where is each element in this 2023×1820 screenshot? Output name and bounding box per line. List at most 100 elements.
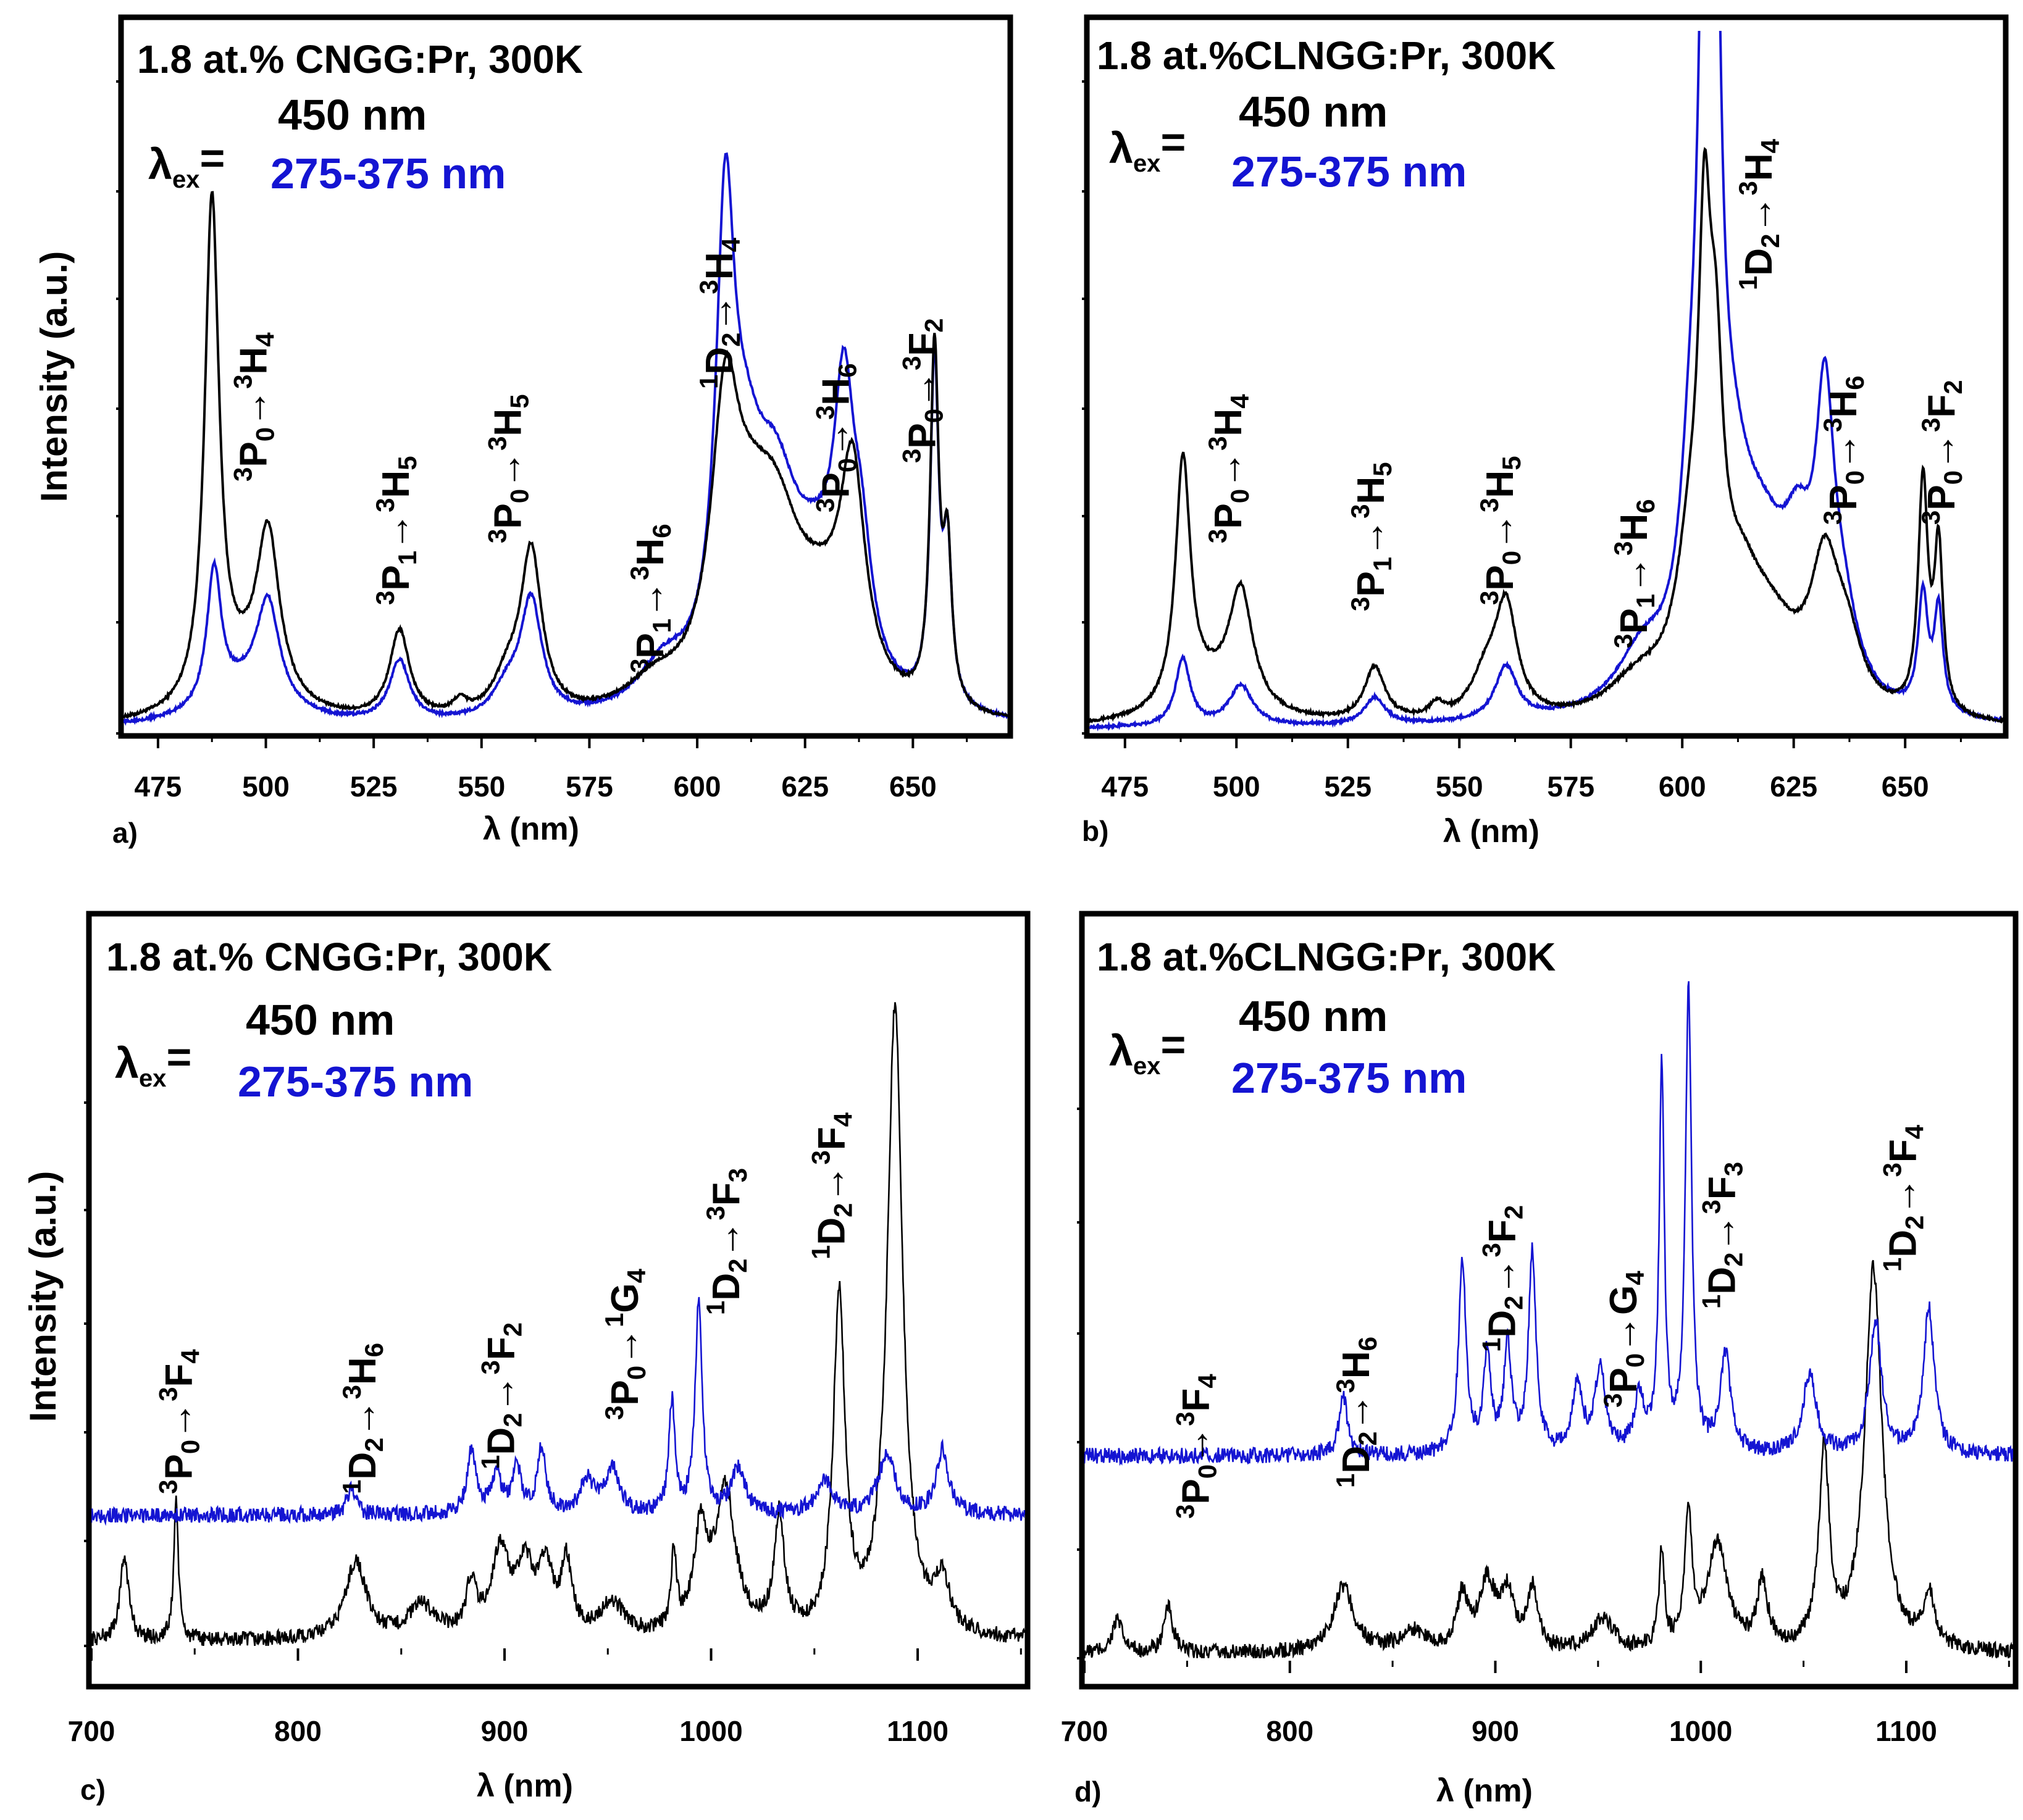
lambda-symbol: λ <box>1109 1027 1133 1075</box>
panel-c-transitions: 3P0→3F4 1D2→3H6 1D2→3F2 3P0→1G4 1D2→3F3 1D2→3… <box>153 1112 857 1494</box>
panel-b-transitions: 3P0→3H4 3P1→3H5 3P0→3H5 3P1→3H6 1D2→3H4 3P0→3… <box>1203 138 1967 648</box>
transition-label: 1D2→3H6 <box>1331 1337 1382 1488</box>
lambda-symbol: λ <box>1436 1773 1454 1809</box>
transition-label: 3P1→3H6 <box>1609 499 1660 648</box>
panel-d-xticks: 700 800 900 1000 1100 <box>1061 1661 2010 1747</box>
x-tick-label: 900 <box>1472 1715 1519 1747</box>
transition-label: 1D2→3F2 <box>475 1322 527 1469</box>
panel-d-yticks <box>1077 1108 1084 1659</box>
transition-label: 3P0→3H4 <box>1203 394 1254 543</box>
panel-c-lambda-ex: λex= <box>115 1033 191 1092</box>
panel-d-exc-450: 450 nm <box>1239 992 1388 1040</box>
x-tick-label: 475 <box>135 770 182 803</box>
panel-b-series-450nm <box>1089 146 2003 724</box>
panel-c: 700 800 900 1000 1100 1.8 at.% CNGG:Pr, 300K… <box>22 911 1031 1806</box>
transition-label: 1D2→3F4 <box>1877 1124 1929 1272</box>
panel-b-yticks <box>1082 80 1089 735</box>
transition-label: 3P0→3F2 <box>897 318 948 463</box>
panel-a-transitions: 3P0→3H4 3P1→3H5 3P0→3H5 3P1→3H6 1D2→3H4 3P0→3… <box>228 237 949 673</box>
x-tick-label: 500 <box>1213 770 1260 803</box>
panel-c-series-uv <box>91 1296 1025 1526</box>
panel-d-transitions: 3P0→3F4 1D2→3H6 1D2→3F2 3P0→G4 1D2→3F3 1D2→3F… <box>1171 1124 1929 1519</box>
x-tick-label: 1000 <box>1669 1715 1732 1747</box>
panel-c-ylabel: Intensity (a.u.) <box>22 1171 64 1422</box>
panel-a-ylabel: Intensity (a.u.) <box>33 251 75 503</box>
ex-subscript: ex <box>1133 150 1161 177</box>
panel-c-series-450nm <box>91 1002 1025 1646</box>
x-tick-label: 525 <box>350 770 398 803</box>
lambda-symbol: λ <box>1443 814 1461 849</box>
transition-label: 1D2→3F2 <box>1476 1205 1528 1352</box>
lambda-symbol: λ <box>148 140 172 188</box>
transition-label: 3P0→3H5 <box>1475 456 1526 605</box>
xlabel-unit: (nm) <box>1454 1773 1533 1809</box>
x-tick-label: 1000 <box>679 1715 742 1747</box>
transition-label: 3P0→3F4 <box>1171 1374 1222 1519</box>
panel-a-series-uv <box>124 152 1008 726</box>
x-tick-label: 575 <box>1547 770 1594 803</box>
panel-b-xlabel: λ (nm) <box>1443 814 1539 849</box>
panel-a-xlabel: λ (nm) <box>483 811 579 847</box>
panel-a-exc-uv: 275-375 nm <box>270 149 506 198</box>
panel-b-title: 1.8 at.%CLNGG:Pr, 300K <box>1097 33 1556 78</box>
transition-label: 3P0→3H6 <box>1818 375 1869 525</box>
x-tick-label: 625 <box>1770 770 1817 803</box>
equals-sign: = <box>1160 118 1186 166</box>
panel-b: 475 500 525 550 575 600 625 650 1.8 at.%CLNGG:P… <box>1082 14 2009 849</box>
ex-subscript: ex <box>172 166 200 193</box>
panel-b-frame <box>1084 14 2009 739</box>
panel-a-series-450nm <box>124 191 1008 719</box>
transition-label: 1D2→3H6 <box>337 1343 388 1494</box>
panel-b-xticks: 475 500 525 550 575 600 625 650 <box>1101 736 1962 803</box>
panel-a-yticks <box>116 80 124 735</box>
ex-subscript: ex <box>1133 1053 1161 1080</box>
x-tick-label: 1100 <box>887 1715 949 1747</box>
transition-label: 3P0→3F2 <box>1916 380 1967 525</box>
equals-sign: = <box>166 1033 191 1081</box>
transition-label: 3P0→3H4 <box>228 332 280 482</box>
panel-c-xticks: 700 800 900 1000 1100 <box>68 1648 1022 1747</box>
panel-c-xlabel: λ (nm) <box>477 1768 573 1804</box>
transition-label: 1D2→3H4 <box>1733 138 1785 290</box>
x-tick-label: 650 <box>889 770 937 803</box>
panel-c-frame <box>86 911 1031 1690</box>
ex-subscript: ex <box>139 1065 167 1092</box>
panel-b-series-uv <box>1089 31 2003 732</box>
panel-d-spectra <box>1084 981 2013 1658</box>
panel-d-exc-uv: 275-375 nm <box>1231 1054 1467 1102</box>
panel-c-yticks <box>84 1101 91 1647</box>
x-tick-label: 900 <box>481 1715 529 1747</box>
panel-a: 475 500 525 550 575 600 625 650 1.8 at.% CNGG:P… <box>33 14 1013 849</box>
panel-c-exc-450: 450 nm <box>246 996 395 1044</box>
x-tick-label: 1100 <box>1875 1715 1937 1747</box>
transition-label: 1D2→3F3 <box>701 1168 752 1315</box>
panel-d-frame <box>1079 911 2019 1690</box>
x-tick-label: 650 <box>1882 770 1929 803</box>
panel-a-letter: a) <box>112 817 138 849</box>
panel-b-spectra <box>1089 31 2003 732</box>
panel-d-title: 1.8 at.%CLNGG:Pr, 300K <box>1097 935 1556 979</box>
transition-label: 3P1→3H5 <box>371 456 422 605</box>
panel-b-exc-450: 450 nm <box>1239 88 1388 136</box>
x-tick-label: 525 <box>1324 770 1372 803</box>
panel-a-xticks: 475 500 525 550 575 600 625 650 <box>135 736 968 803</box>
panel-c-exc-uv: 275-375 nm <box>238 1058 473 1106</box>
transition-label: 3P1→3H5 <box>1346 462 1397 611</box>
lambda-symbol: λ <box>477 1768 495 1804</box>
lambda-symbol: λ <box>1109 124 1133 172</box>
panel-d-lambda-ex: λex= <box>1109 1021 1186 1080</box>
panel-b-lambda-ex: λex= <box>1109 118 1186 177</box>
panel-d-xlabel: λ (nm) <box>1436 1773 1533 1809</box>
panel-c-title: 1.8 at.% CNGG:Pr, 300K <box>106 935 552 979</box>
equals-sign: = <box>1160 1021 1186 1069</box>
x-tick-label: 625 <box>781 770 829 803</box>
x-tick-label: 550 <box>1436 770 1483 803</box>
xlabel-unit: (nm) <box>501 811 579 847</box>
x-tick-label: 700 <box>1061 1715 1108 1747</box>
panel-a-frame <box>118 14 1013 739</box>
transition-label: 3P1→3H6 <box>625 524 676 673</box>
x-tick-label: 575 <box>566 770 613 803</box>
panel-a-lambda-ex: λex= <box>148 134 225 193</box>
x-tick-label: 475 <box>1101 770 1149 803</box>
transition-label: 1D2→3H4 <box>694 237 745 389</box>
